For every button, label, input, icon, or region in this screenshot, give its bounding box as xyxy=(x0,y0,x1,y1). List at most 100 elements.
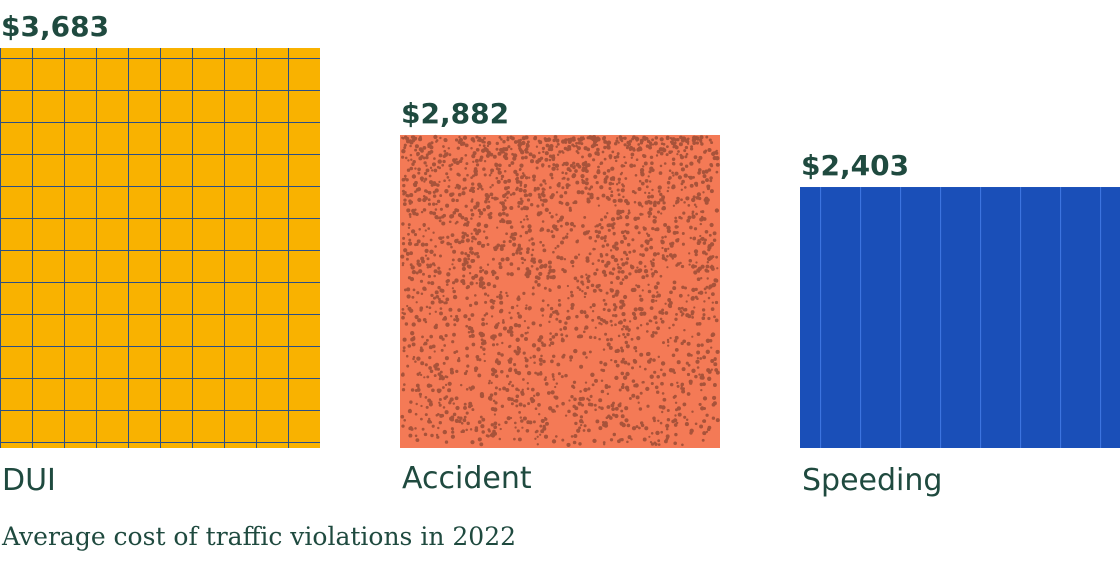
speckle-dot xyxy=(440,376,445,381)
speckle-dot xyxy=(581,289,584,293)
speckle-dot xyxy=(538,140,543,145)
speckle-dot xyxy=(548,265,552,269)
speckle-dot xyxy=(491,273,495,277)
speckle-dot xyxy=(655,154,659,157)
speckle-dot xyxy=(672,323,675,327)
speckle-dot xyxy=(556,168,559,171)
speckle-dot xyxy=(490,171,493,175)
speckle-dot xyxy=(425,168,430,173)
speckle-dot xyxy=(580,403,585,407)
speckle-dot xyxy=(518,148,523,152)
speckle-dot xyxy=(474,158,479,163)
speckle-dot xyxy=(442,159,446,164)
speckle-dot xyxy=(520,256,524,261)
speckle-dot xyxy=(620,409,624,413)
speckle-dot xyxy=(555,382,559,385)
speckle-dot xyxy=(696,297,699,300)
speckle-dot xyxy=(412,288,416,292)
speckle-dot xyxy=(414,144,419,149)
speckle-dot xyxy=(448,220,452,224)
speckle-dot xyxy=(508,325,514,331)
speckle-dot xyxy=(608,181,613,186)
speckle-dot xyxy=(498,136,502,139)
speckle-dot xyxy=(411,322,416,327)
speckle-dot xyxy=(496,179,501,184)
speckle-dot xyxy=(476,255,480,259)
speckle-dot xyxy=(511,252,516,257)
speckle-dot xyxy=(595,180,599,185)
speckle-dot xyxy=(712,383,717,387)
speckle-dot xyxy=(668,326,671,330)
speckle-dot xyxy=(401,242,406,246)
speckle-dot xyxy=(574,421,578,426)
speckle-dot xyxy=(702,174,707,179)
speckle-dot xyxy=(606,405,611,409)
speckle-dot xyxy=(650,381,654,386)
speckle-dot xyxy=(545,143,550,148)
speckle-dot xyxy=(462,135,468,140)
speckle-dot xyxy=(554,247,557,250)
speckle-dot xyxy=(401,388,406,392)
speckle-dot xyxy=(695,183,699,187)
speckle-dot xyxy=(457,257,462,263)
speckle-dot xyxy=(432,296,437,300)
speckle-dot xyxy=(627,212,630,215)
speckle-dot xyxy=(481,395,484,398)
speckle-dot xyxy=(498,388,502,391)
speckle-dot xyxy=(515,177,518,181)
speckle-dot xyxy=(528,307,531,311)
speckle-dot xyxy=(650,161,654,165)
speckle-dot xyxy=(691,410,694,413)
speckle-dot xyxy=(423,432,428,437)
speckle-dot xyxy=(625,344,630,349)
speckle-dot xyxy=(672,286,677,291)
speckle-dot xyxy=(606,145,611,150)
speckle-dot xyxy=(525,142,530,146)
speckle-dot xyxy=(632,148,636,152)
speckle-dot xyxy=(620,230,625,235)
speckle-dot xyxy=(422,224,426,227)
speckle-dot xyxy=(660,212,663,215)
speckle-dot xyxy=(567,144,572,150)
speckle-dot xyxy=(434,245,437,248)
speckle-dot xyxy=(596,147,600,152)
speckle-dot xyxy=(414,360,417,363)
speckle-dot xyxy=(588,252,592,256)
speckle-dot xyxy=(578,334,582,339)
speckle-dot xyxy=(611,413,616,417)
speckle-dot xyxy=(696,158,701,163)
speckle-dot xyxy=(574,255,578,260)
speckle-dot xyxy=(675,238,680,243)
speckle-dot xyxy=(539,424,543,428)
speckle-dot xyxy=(455,405,460,411)
speckle-dot xyxy=(647,215,651,218)
speckle-dot xyxy=(684,164,689,168)
speckle-dot xyxy=(625,371,630,377)
speckle-dot xyxy=(507,382,511,386)
speckle-dot xyxy=(481,430,485,434)
speckle-dot xyxy=(467,331,471,334)
speckle-dot xyxy=(526,140,530,144)
speckle-dot xyxy=(545,421,549,426)
speckle-dot xyxy=(702,191,705,194)
speckle-dot xyxy=(409,251,414,256)
speckle-dot xyxy=(636,336,641,341)
speckle-dot xyxy=(619,305,624,310)
speckle-dot xyxy=(502,386,507,391)
speckle-dot xyxy=(500,257,505,262)
speckle-dot xyxy=(481,317,485,322)
speckle-dot xyxy=(552,163,556,167)
speckle-dot xyxy=(538,211,543,215)
speckle-dot xyxy=(409,426,413,430)
speckle-dot xyxy=(585,356,588,359)
speckle-dot xyxy=(644,247,649,252)
speckle-dot xyxy=(455,369,459,374)
speckle-dot xyxy=(648,180,652,183)
speckle-dot xyxy=(503,179,508,184)
speckle-dot xyxy=(633,216,638,221)
speckle-dot xyxy=(464,204,468,208)
speckle-dot xyxy=(639,212,643,216)
speckle-dot xyxy=(570,435,574,438)
speckle-dot xyxy=(705,349,710,354)
speckle-dot xyxy=(572,161,576,165)
